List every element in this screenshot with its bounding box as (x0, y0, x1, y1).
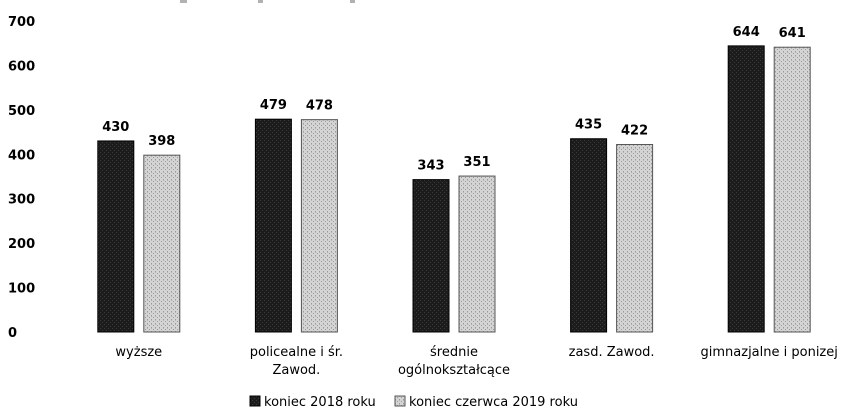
x-tick-label: wyższe (115, 345, 162, 360)
bar-series2 (773, 46, 811, 333)
bar-series1 (97, 140, 135, 333)
data-label: 479 (260, 98, 287, 113)
data-label: 435 (575, 118, 602, 133)
bar-series2 (143, 154, 181, 333)
legend-swatch (249, 395, 261, 407)
y-axis: 0 100 200 300 400 500 600 700 (8, 15, 35, 341)
bar-series2 (616, 144, 654, 333)
bar-series1 (570, 138, 608, 333)
x-tick-label: gimnazjalne i ponizej (701, 345, 838, 360)
bar-series1 (412, 179, 450, 333)
data-label: 422 (621, 124, 648, 139)
data-label: 641 (779, 26, 806, 41)
x-tick-label: średnie (430, 345, 478, 360)
x-tick-label: Zawod. (272, 363, 320, 378)
cropped-title-fragment (180, 0, 355, 3)
y-tick-label: 300 (8, 193, 35, 208)
bars-group: 430 398 479 478 343 351 435 422 644 641 (97, 25, 811, 333)
y-tick-label: 700 (8, 15, 35, 30)
bar-series1 (254, 118, 292, 333)
y-tick-label: 400 (8, 148, 35, 163)
x-axis: wyższe policealne i śr. Zawod. średnie ogóln… (115, 345, 837, 378)
legend: koniec 2018 roku koniec czerwca 2019 roku (249, 395, 578, 410)
legend-label: koniec 2018 roku (264, 395, 376, 410)
x-tick-label: zasd. Zawod. (569, 345, 655, 360)
bar-series2 (458, 175, 496, 333)
data-label: 398 (148, 134, 175, 149)
data-label: 351 (463, 155, 490, 170)
x-tick-label: policealne i śr. (250, 345, 343, 360)
data-label: 430 (102, 120, 129, 135)
data-label: 644 (733, 25, 760, 40)
y-tick-label: 600 (8, 59, 35, 74)
bar-series2 (300, 119, 338, 333)
y-tick-label: 200 (8, 237, 35, 252)
data-label: 478 (306, 99, 333, 114)
legend-label: koniec czerwca 2019 roku (409, 395, 578, 410)
bar-series1 (727, 45, 765, 333)
x-tick-label: ogólnokształcące (398, 363, 510, 378)
data-label: 343 (417, 159, 444, 174)
y-tick-label: 0 (8, 326, 17, 341)
y-tick-label: 100 (8, 282, 35, 297)
legend-swatch (394, 395, 406, 407)
y-tick-label: 500 (8, 104, 35, 119)
